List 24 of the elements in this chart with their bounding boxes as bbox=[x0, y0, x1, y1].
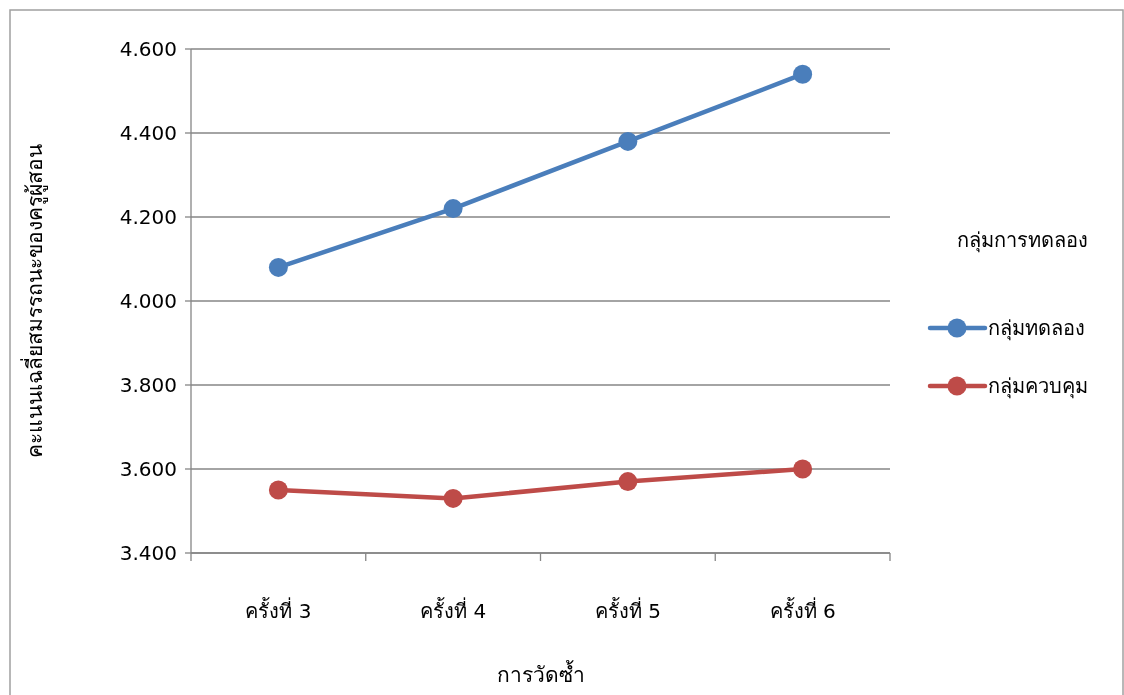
point bbox=[443, 199, 463, 219]
point bbox=[443, 488, 463, 508]
point bbox=[793, 64, 813, 84]
x-axis-title: การวัดซ้ำ bbox=[496, 660, 585, 687]
y-tick-label: 3.400 bbox=[119, 541, 177, 565]
legend-label: กลุ่มควบคุม bbox=[988, 374, 1088, 399]
legend-label: กลุ่มทดลอง bbox=[988, 316, 1085, 341]
x-tick-label: ครั้งที่ 4 bbox=[420, 597, 487, 623]
y-tick-label: 3.800 bbox=[119, 373, 177, 397]
x-tick-label: ครั้งที่ 3 bbox=[245, 597, 312, 623]
legend-title: กลุ่มการทดลอง bbox=[956, 228, 1088, 253]
point bbox=[793, 459, 813, 479]
y-tick-label: 4.000 bbox=[119, 289, 177, 313]
point bbox=[618, 472, 638, 492]
y-tick-label: 3.600 bbox=[119, 457, 177, 481]
x-tick-label: ครั้งที่ 5 bbox=[594, 597, 661, 623]
point bbox=[268, 480, 288, 500]
x-tick-label: ครั้งที่ 6 bbox=[769, 597, 836, 623]
y-tick-label: 4.400 bbox=[119, 121, 177, 145]
point bbox=[268, 257, 288, 277]
y-axis-title: คะแนนเฉลี่ยสมรรถนะของครูผู้สอน bbox=[20, 144, 48, 458]
y-tick-label: 4.200 bbox=[119, 205, 177, 229]
point bbox=[618, 131, 638, 151]
y-tick-label: 4.600 bbox=[119, 37, 177, 61]
